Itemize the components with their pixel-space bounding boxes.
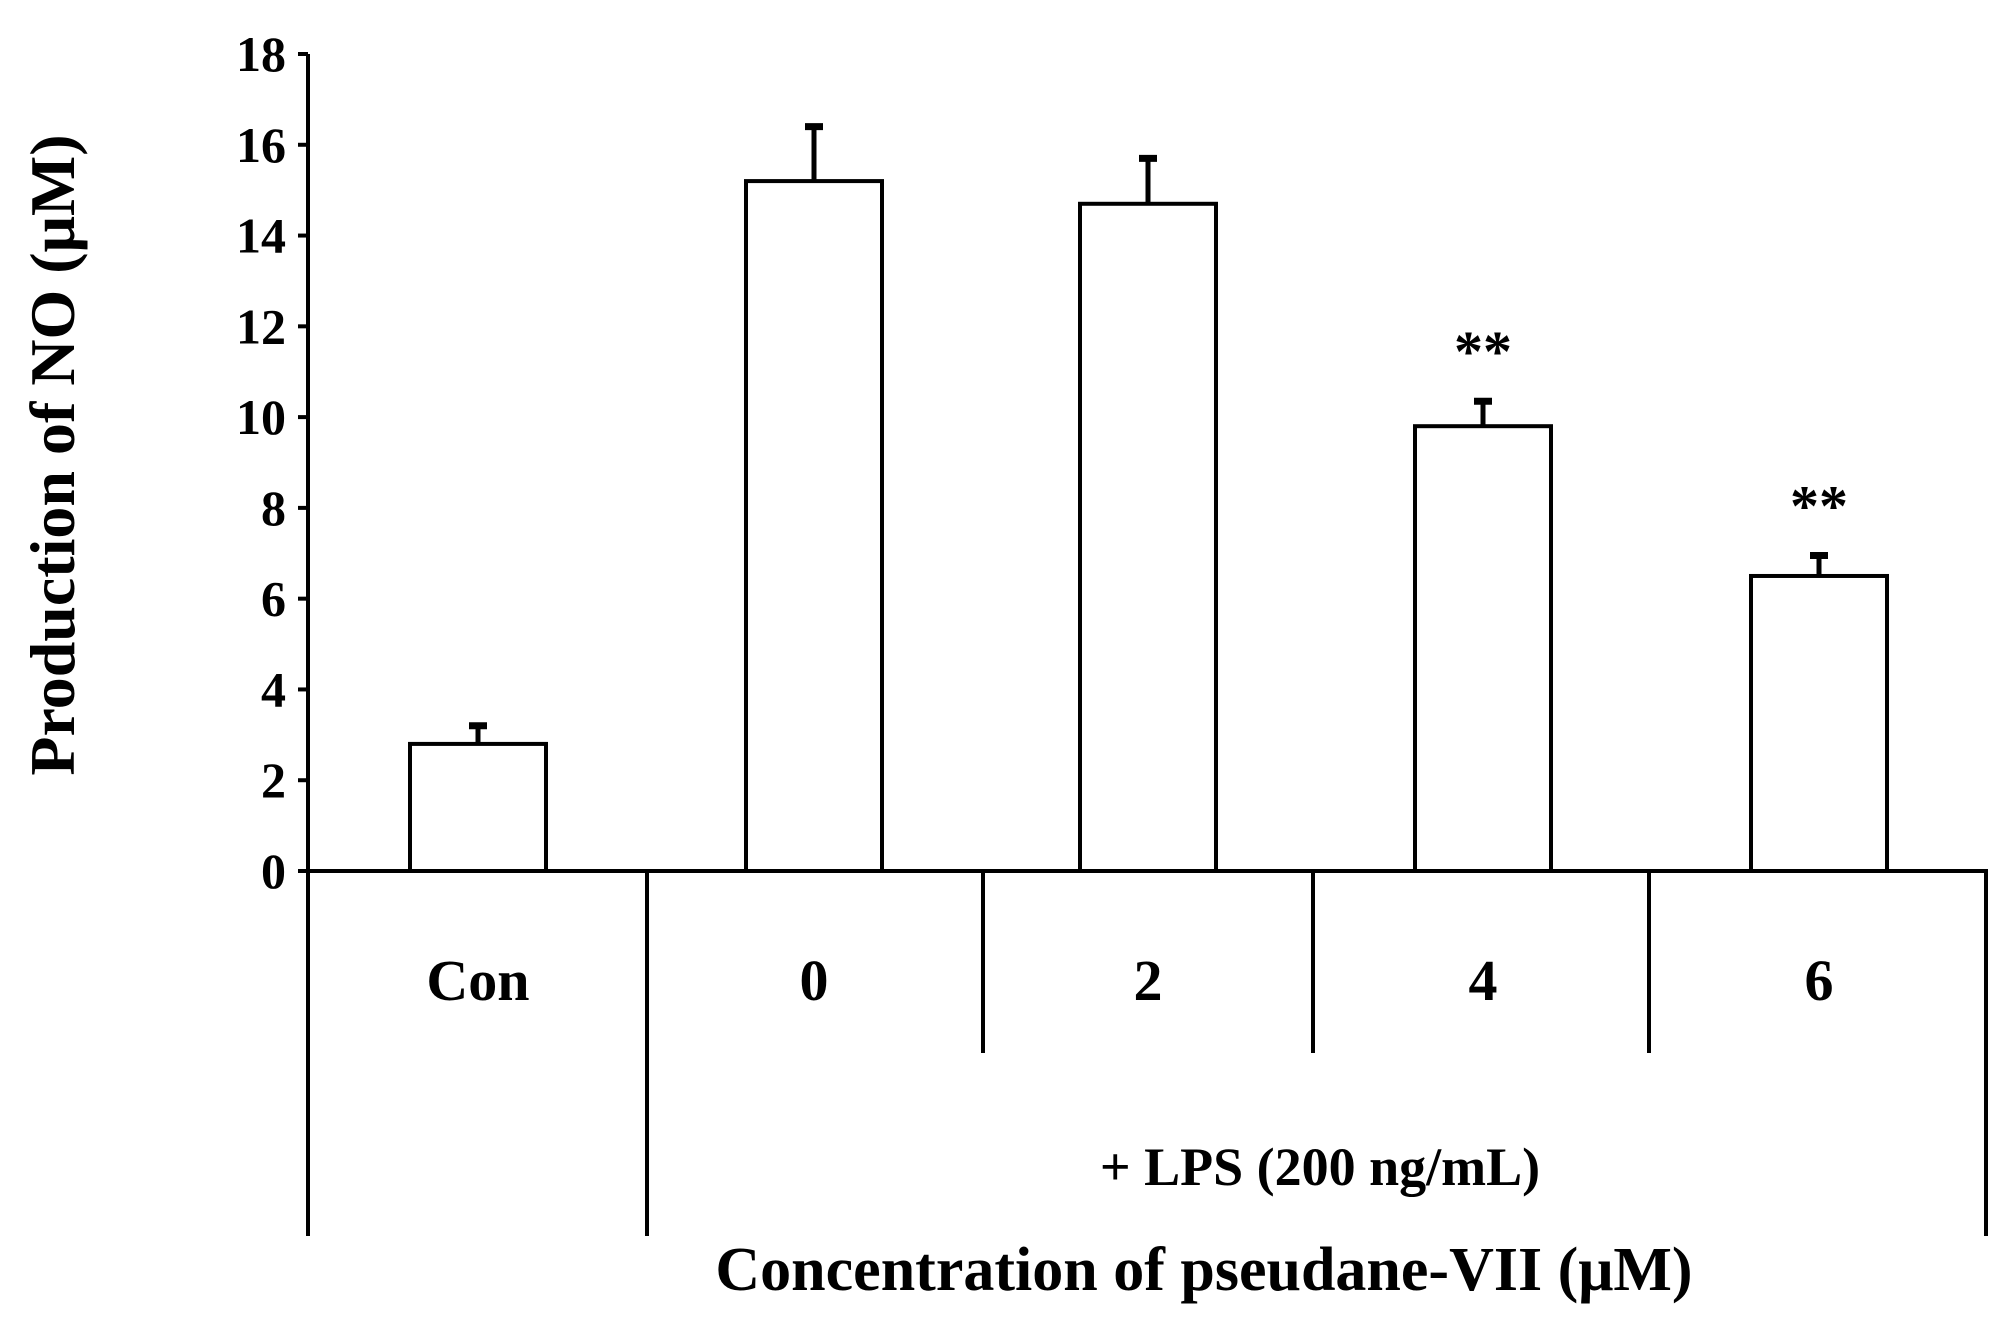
bar-2 — [1078, 201, 1218, 874]
x-tick-label: Con — [426, 948, 529, 1013]
y-tick-label: 6 — [261, 571, 286, 627]
y-tick-label: 18 — [236, 26, 286, 82]
bar-6 — [1749, 573, 1889, 873]
x-axis-label: Concentration of pseudane-VII (μM) — [715, 1236, 1692, 1304]
x-tick-label: 4 — [1469, 948, 1498, 1013]
y-tick-label: 14 — [236, 208, 286, 264]
significance-marker: ** — [1454, 319, 1512, 384]
axes: 0 2 4 6 8 10 12 14 16 18 — [236, 26, 1988, 1236]
y-axis-label: Production of NO (μM) — [17, 134, 88, 775]
bar-0 — [744, 179, 884, 874]
x-tick-label: 2 — [1134, 948, 1163, 1013]
y-tick-label: 2 — [261, 752, 286, 808]
y-tick-label: 12 — [236, 298, 286, 354]
bar-Con — [408, 741, 548, 874]
y-tick-label: 4 — [261, 661, 286, 717]
y-tick-label: 0 — [261, 843, 286, 899]
x-tick-label: 6 — [1805, 948, 1834, 1013]
y-tick-label: 16 — [236, 117, 286, 173]
labels: Production of NO (μM) + LPS (200 ng/mL) … — [17, 134, 1693, 1304]
group-label: + LPS (200 ng/mL) — [1100, 1137, 1540, 1197]
bar-4 — [1413, 424, 1553, 873]
significance-marker: ** — [1790, 474, 1848, 539]
y-tick-label: 8 — [261, 480, 286, 536]
y-tick-label: 10 — [236, 389, 286, 445]
bars: Con 0 2 4 ** 6 ** — [408, 123, 1889, 1013]
x-tick-label: 0 — [800, 948, 829, 1013]
